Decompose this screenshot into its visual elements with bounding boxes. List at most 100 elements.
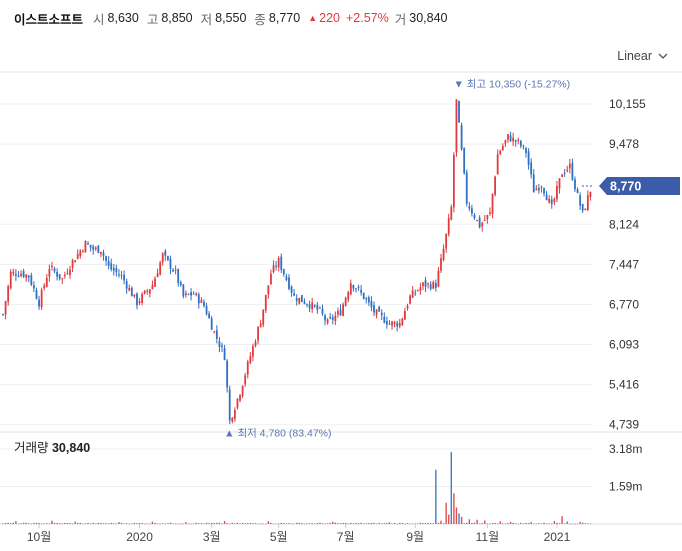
- candle-body: [512, 137, 515, 142]
- volume-bar: [507, 523, 509, 524]
- candle-body: [92, 246, 95, 250]
- volume-bar: [502, 523, 504, 525]
- volume-bar: [365, 523, 367, 524]
- volume-bar: [460, 516, 463, 524]
- candle-body: [419, 287, 422, 291]
- candle-body: [445, 233, 448, 249]
- volume-bar: [128, 523, 130, 525]
- volume-bar: [169, 522, 172, 524]
- candle-body: [228, 389, 231, 421]
- volume-bar: [56, 523, 58, 524]
- candle-body: [406, 305, 409, 309]
- candle-body: [355, 288, 357, 290]
- close-label: 종: [254, 12, 266, 27]
- candle-body: [154, 278, 156, 287]
- volume-bar: [71, 523, 74, 525]
- candle-body: [38, 299, 40, 307]
- candle-body: [522, 145, 525, 147]
- candle-body: [440, 258, 442, 271]
- candle-body: [481, 222, 484, 227]
- volume-bar: [123, 523, 125, 525]
- candle-body: [589, 191, 592, 197]
- candle-body: [226, 360, 229, 388]
- candle-body: [476, 219, 478, 221]
- candle-body: [416, 290, 419, 292]
- candle-body: [447, 218, 450, 235]
- volume-bar: [296, 522, 298, 524]
- candle-body: [120, 274, 123, 276]
- candle-body: [282, 269, 285, 275]
- candle-body: [458, 101, 460, 123]
- scale-dropdown[interactable]: Linear: [617, 49, 668, 63]
- price-tick-label: 4,739: [609, 418, 639, 432]
- candle-body: [463, 147, 466, 174]
- candle-body: [40, 290, 43, 308]
- volume-bar: [272, 523, 275, 525]
- volume-bar: [368, 523, 370, 524]
- candle-body: [105, 256, 107, 261]
- max-price-annotation: ▼ 최고 10,350 (-15.27%): [453, 78, 570, 90]
- candle-body: [519, 141, 522, 147]
- volume-bar: [92, 522, 94, 524]
- volume-bar: [332, 521, 334, 524]
- volume-bar: [48, 523, 51, 525]
- volume-bar: [417, 523, 419, 525]
- candle-body: [177, 269, 180, 283]
- volume-bar: [270, 522, 272, 524]
- candle-body: [468, 206, 471, 209]
- volume-bar: [97, 522, 100, 524]
- candle-body: [244, 375, 247, 385]
- candle-body: [401, 318, 404, 325]
- volume-bar: [172, 523, 174, 525]
- volume-bar: [231, 522, 234, 524]
- volume-bar: [236, 522, 239, 524]
- volume-bar: [298, 522, 300, 524]
- candle-body: [76, 253, 79, 259]
- volume-bar: [77, 522, 79, 524]
- candle-body: [504, 140, 507, 144]
- candle-body: [203, 301, 205, 306]
- volume-bar: [33, 522, 35, 524]
- candle-body: [489, 212, 491, 214]
- volume-bar: [357, 523, 360, 524]
- up-triangle-icon: ▲: [308, 13, 318, 23]
- candle-body: [125, 281, 128, 289]
- candle-body: [33, 285, 35, 289]
- volume-bar: [375, 523, 378, 525]
- high-value: 8,850: [161, 11, 193, 25]
- volume-bar: [84, 523, 87, 524]
- volume-bar: [393, 523, 396, 524]
- volume-bar: [471, 522, 473, 524]
- candle-body: [550, 199, 553, 204]
- candle-body: [303, 301, 306, 304]
- candle-body: [213, 331, 216, 333]
- volume-bar: [308, 523, 311, 524]
- volume-bar: [504, 523, 507, 525]
- candle-body: [223, 348, 226, 360]
- volume-bar: [203, 523, 205, 525]
- volume-bar: [177, 523, 179, 525]
- candle-body: [424, 280, 427, 287]
- volume-bar: [556, 522, 558, 524]
- volume-bar: [110, 522, 112, 524]
- volume-bar: [2, 523, 4, 525]
- candle-body: [143, 290, 146, 294]
- volume-bar: [388, 522, 391, 524]
- candle-body: [118, 274, 120, 276]
- x-tick-label: 10월: [27, 530, 51, 544]
- volume-bar: [262, 523, 264, 525]
- x-tick-label: 9월: [406, 530, 424, 544]
- open-value: 8,630: [107, 11, 139, 25]
- volume-bar: [329, 522, 331, 524]
- candle-body: [267, 285, 270, 295]
- candle-body: [434, 282, 437, 288]
- candle-body: [339, 309, 342, 316]
- candle-body: [300, 295, 303, 303]
- candle-body: [404, 310, 406, 320]
- volume-bar: [136, 523, 138, 524]
- volume-bar: [213, 523, 215, 524]
- candle-body: [344, 297, 347, 306]
- candle-body: [252, 346, 254, 357]
- candle-body: [205, 305, 208, 315]
